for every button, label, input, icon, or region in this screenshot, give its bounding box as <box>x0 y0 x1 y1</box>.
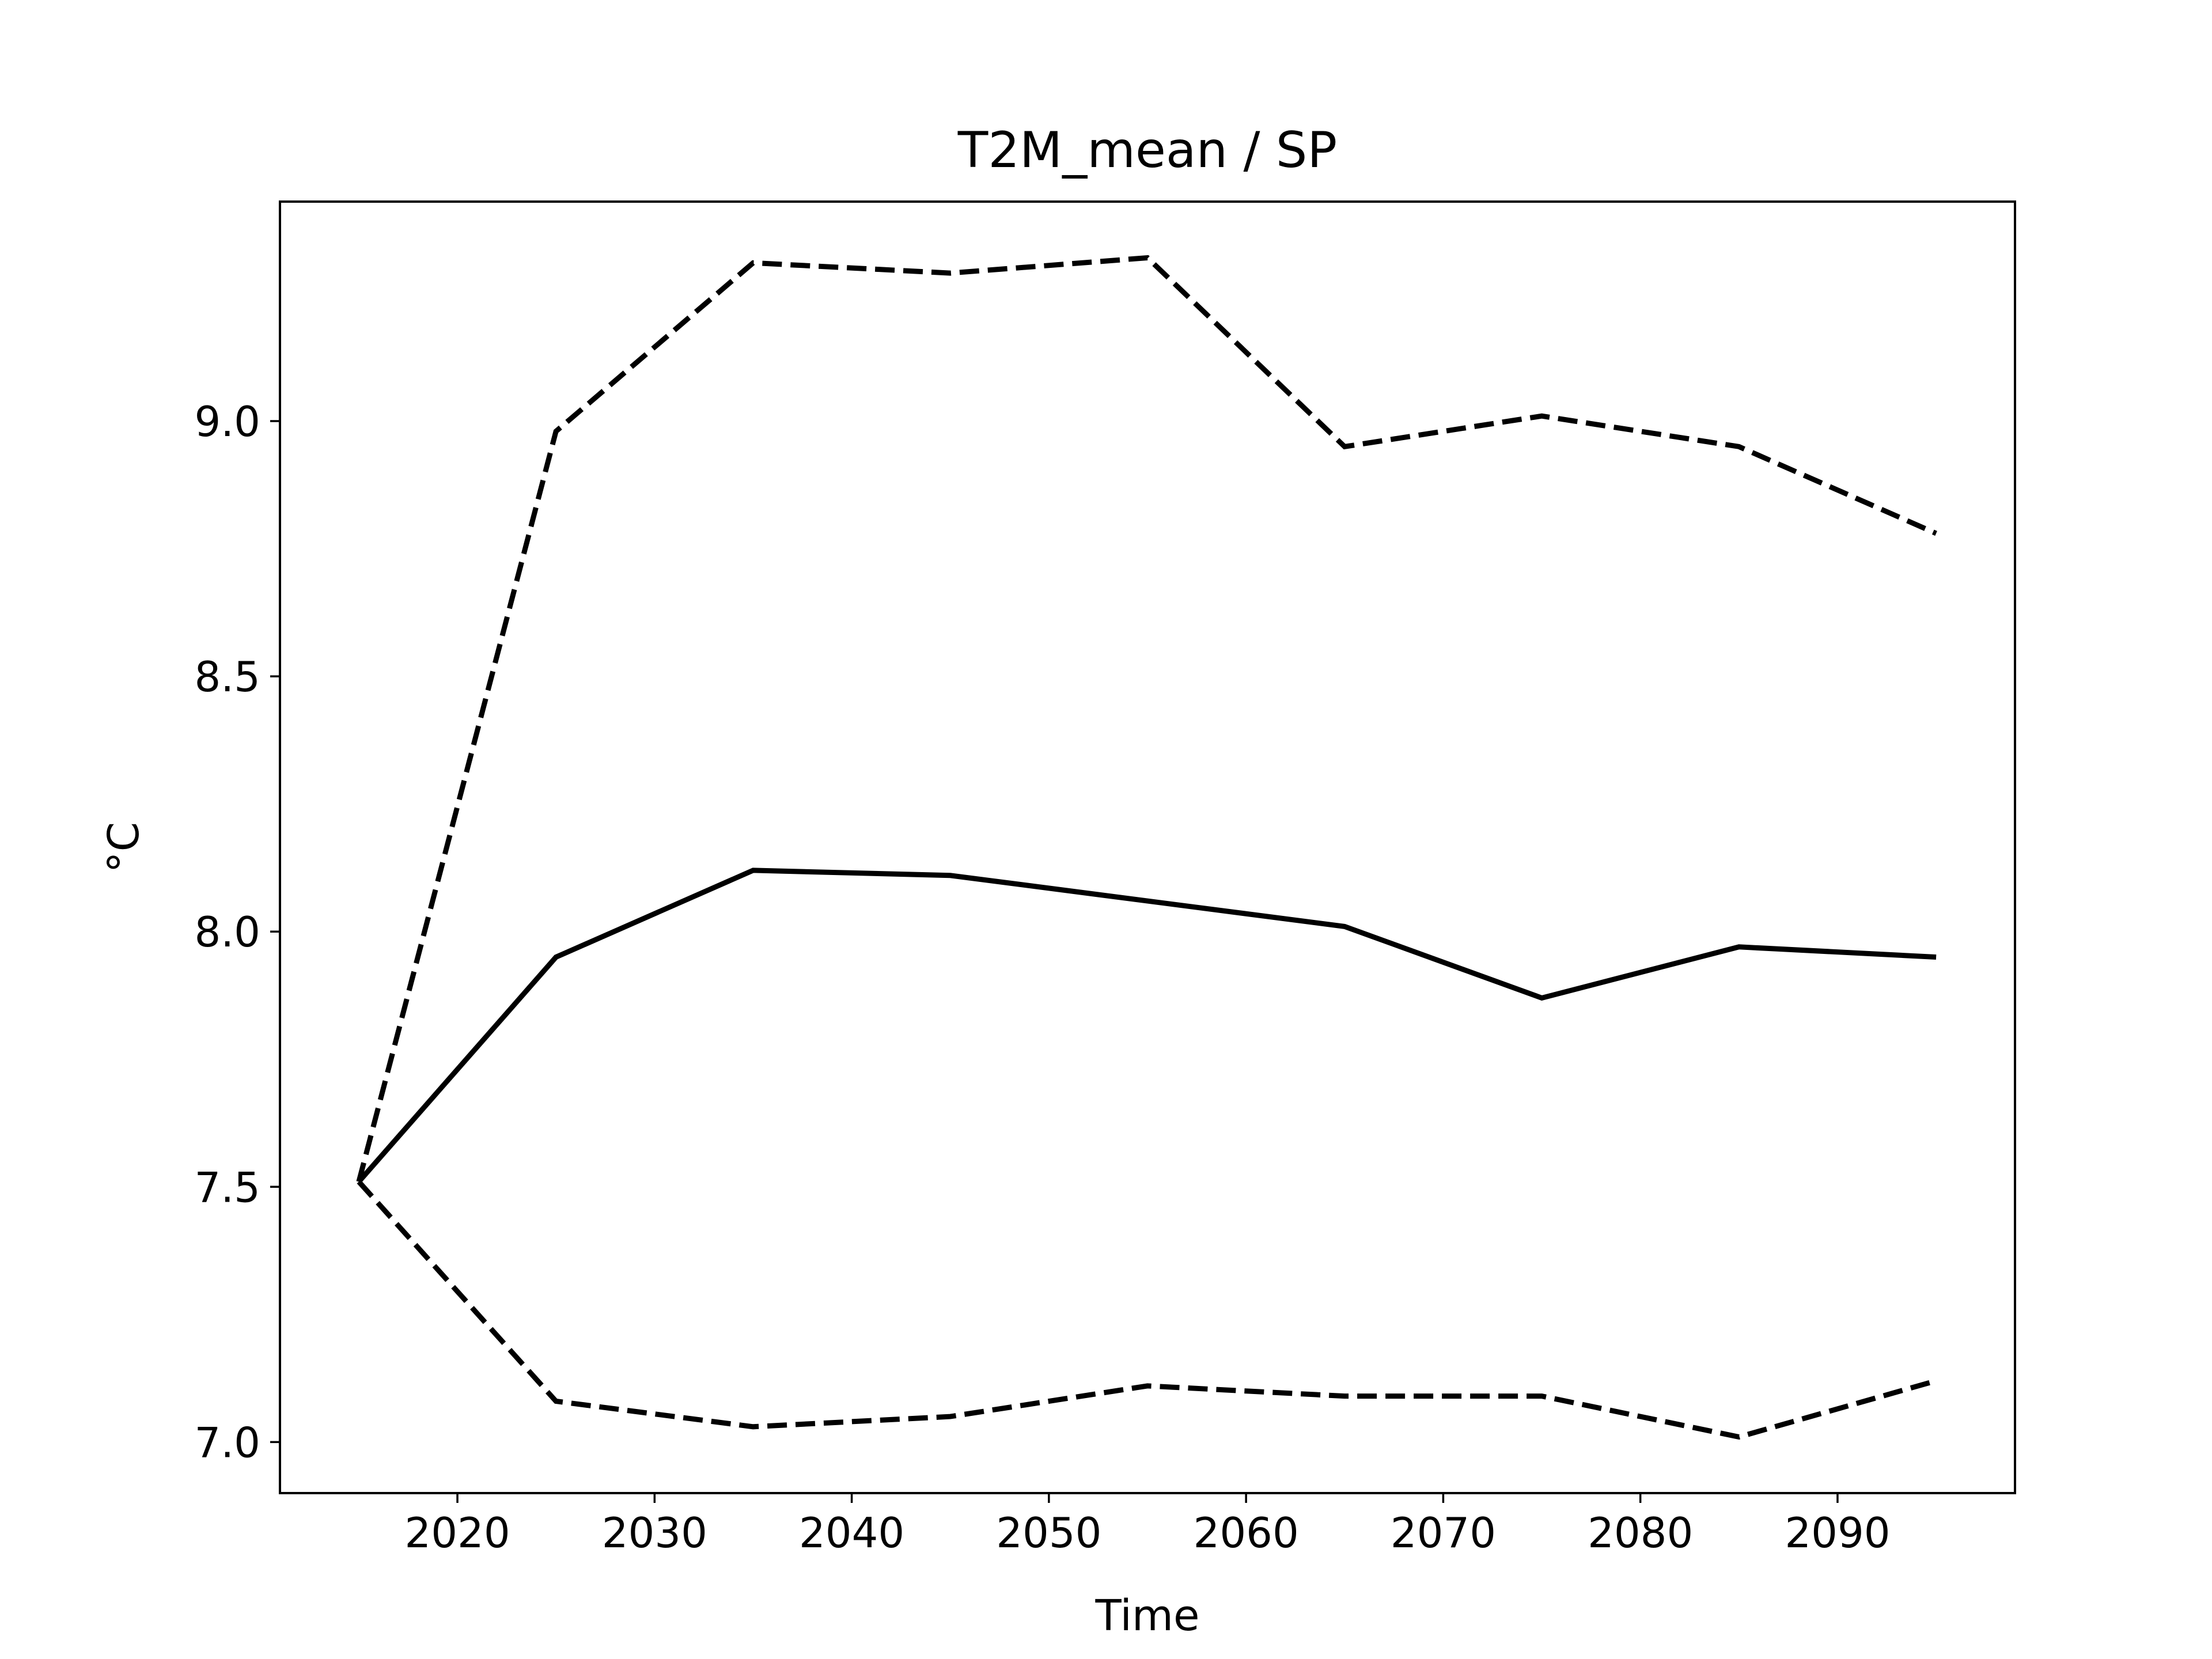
y-tick-label: 8.0 <box>194 908 260 956</box>
y-tick-label: 7.0 <box>194 1418 260 1467</box>
x-tick-label: 2080 <box>1588 1509 1693 1557</box>
x-tick-label: 2030 <box>602 1509 707 1557</box>
x-axis-ticks: 2020 2030 2040 2050 2060 2070 2080 2090 <box>404 1493 1891 1557</box>
plot-area <box>356 255 1937 1440</box>
x-tick-label: 2020 <box>404 1509 510 1557</box>
x-tick-label: 2070 <box>1391 1509 1496 1557</box>
series-lower-bound-line <box>357 1180 1937 1440</box>
series-upper-bound-line <box>356 255 1937 1183</box>
y-tick-label: 9.0 <box>194 397 260 446</box>
x-tick-label: 2040 <box>799 1509 904 1557</box>
y-axis-label: °C <box>99 822 149 873</box>
x-tick-label: 2050 <box>996 1509 1101 1557</box>
y-tick-label: 8.5 <box>194 653 260 701</box>
y-tick-label: 7.5 <box>194 1163 260 1211</box>
chart-title: T2M_mean / SP <box>957 122 1337 179</box>
y-axis-ticks: 7.0 7.5 8.0 8.5 9.0 <box>194 397 280 1467</box>
x-tick-label: 2090 <box>1785 1509 1890 1557</box>
series-mean-line <box>357 868 1937 1184</box>
x-tick-label: 2060 <box>1194 1509 1299 1557</box>
plot-frame <box>279 200 2016 1494</box>
x-axis-label: Time <box>1094 1591 1199 1641</box>
